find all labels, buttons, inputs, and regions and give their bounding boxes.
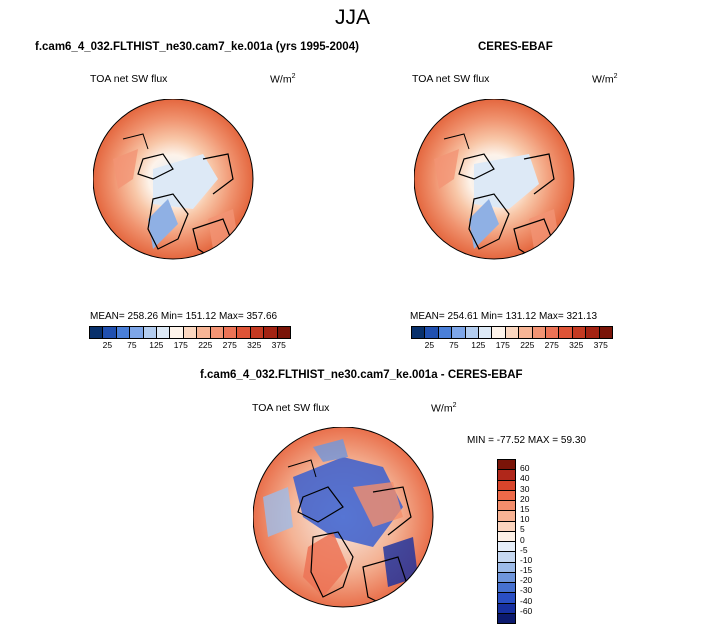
colorbar-tick-label: 275: [222, 340, 237, 350]
colorbar-swatch: [519, 327, 533, 338]
model-colorbar-labels: 25 75 125 175 225 275 325 375: [89, 340, 291, 350]
colorbar-swatch: [498, 603, 515, 614]
colorbar-tick-label: 325: [247, 340, 262, 350]
obs-stats: MEAN= 254.61 Min= 131.12 Max= 321.13: [410, 311, 598, 322]
colorbar-swatch: [197, 327, 211, 338]
colorbar-tick-label: 225: [198, 340, 213, 350]
colorbar-tick-label: -5: [520, 544, 528, 555]
colorbar-tick-label: 0: [520, 534, 525, 545]
colorbar-swatch: [498, 542, 515, 553]
colorbar-swatch: [498, 521, 515, 532]
colorbar-tick-label: 275: [544, 340, 559, 350]
colorbar-swatch: [264, 327, 278, 338]
colorbar-swatch: [498, 562, 515, 573]
model-stats: MEAN= 258.26 Min= 151.12 Max= 357.66: [90, 311, 278, 322]
colorbar-swatch: [157, 327, 171, 338]
colorbar-tick-label: 20: [520, 493, 530, 504]
colorbar-tick-label: 75: [127, 340, 137, 350]
colorbar-swatch: [505, 327, 520, 338]
colorbar-swatch: [572, 327, 587, 338]
colorbar-swatch: [498, 511, 515, 522]
colorbar-swatch: [412, 327, 426, 338]
colorbar-swatch: [116, 327, 131, 338]
colorbar-tick-label: 125: [471, 340, 486, 350]
colorbar-tick-label: 325: [569, 340, 584, 350]
colorbar-tick-label: 30: [520, 483, 530, 494]
colorbar-swatch: [479, 327, 493, 338]
colorbar-swatch: [277, 327, 291, 338]
model-panel-title: f.cam6_4_032.FLTHIST_ne30.cam7_ke.001a (…: [35, 41, 359, 53]
colorbar-tick-label: 40: [520, 473, 530, 484]
colorbar-tick-label: 375: [271, 340, 286, 350]
colorbar-swatch: [498, 470, 515, 481]
colorbar-swatch: [492, 327, 506, 338]
colorbar-swatch: [498, 552, 515, 563]
colorbar-tick-label: 25: [102, 340, 113, 350]
colorbar-swatch: [498, 490, 515, 501]
polar-map-obs: [414, 99, 575, 260]
colorbar-swatch: [532, 327, 547, 338]
colorbar-swatch: [586, 327, 600, 338]
colorbar-swatch: [425, 327, 439, 338]
colorbar-tick-label: 125: [149, 340, 164, 350]
colorbar-swatch: [498, 593, 515, 604]
colorbar-tick-label: -30: [520, 585, 533, 596]
colorbar-tick-label: -15: [520, 565, 533, 576]
colorbar-swatch: [210, 327, 225, 338]
colorbar-swatch: [438, 327, 453, 338]
colorbar-swatch: [130, 327, 144, 338]
colorbar-tick-label: -10: [520, 554, 533, 565]
colorbar-swatch: [498, 460, 515, 471]
model-variable-label: TOA net SW flux: [90, 73, 168, 85]
diff-stats: MIN = -77.52 MAX = 59.30: [467, 435, 586, 446]
colorbar-swatch: [498, 480, 515, 491]
season-title: JJA: [334, 6, 370, 29]
colorbar-swatch: [224, 327, 238, 338]
colorbar-swatch: [143, 327, 158, 338]
colorbar-swatch: [170, 327, 184, 338]
colorbar-swatch: [498, 501, 515, 512]
colorbar-swatch: [452, 327, 466, 338]
colorbar-swatch: [498, 572, 515, 583]
polar-map-diff: [253, 427, 434, 608]
colorbar-swatch: [498, 531, 515, 542]
colorbar-tick-label: 225: [520, 340, 535, 350]
colorbar-swatch: [250, 327, 265, 338]
colorbar-swatch: [465, 327, 480, 338]
model-units-label: W/m2: [270, 73, 296, 86]
colorbar-tick-label: -40: [520, 595, 533, 606]
colorbar-swatch: [498, 583, 515, 594]
colorbar-tick-label: 175: [173, 340, 188, 350]
diff-colorbar: [497, 459, 516, 624]
colorbar-tick-label: 15: [520, 503, 530, 514]
obs-colorbar-labels: 25 75 125 175 225 275 325 375: [411, 340, 613, 350]
colorbar-tick-label: -20: [520, 575, 533, 586]
colorbar-swatch: [546, 327, 560, 338]
obs-colorbar: [411, 326, 613, 339]
colorbar-tick-label: 75: [449, 340, 459, 350]
colorbar-swatch: [183, 327, 198, 338]
diff-variable-label: TOA net SW flux: [252, 402, 330, 414]
colorbar-swatch: [90, 327, 104, 338]
obs-panel-title: CERES-EBAF: [478, 41, 553, 53]
colorbar-swatch: [103, 327, 117, 338]
colorbar-tick-label: 25: [424, 340, 435, 350]
colorbar-tick-label: 5: [520, 524, 525, 535]
model-colorbar: [89, 326, 291, 339]
colorbar-swatch: [498, 613, 515, 623]
colorbar-swatch: [599, 327, 613, 338]
colorbar-swatch: [237, 327, 251, 338]
obs-units-label: W/m2: [592, 73, 618, 86]
colorbar-swatch: [559, 327, 573, 338]
obs-variable-label: TOA net SW flux: [412, 73, 490, 85]
diff-panel-title: f.cam6_4_032.FLTHIST_ne30.cam7_ke.001a -…: [200, 369, 523, 381]
colorbar-tick-label: 175: [495, 340, 510, 350]
colorbar-tick-label: 375: [593, 340, 608, 350]
colorbar-tick-label: 10: [520, 514, 530, 525]
colorbar-tick-label: -60: [520, 605, 533, 616]
colorbar-tick-label: 60: [520, 463, 530, 474]
polar-map-model: [93, 99, 254, 260]
diff-units-label: W/m2: [431, 402, 457, 415]
